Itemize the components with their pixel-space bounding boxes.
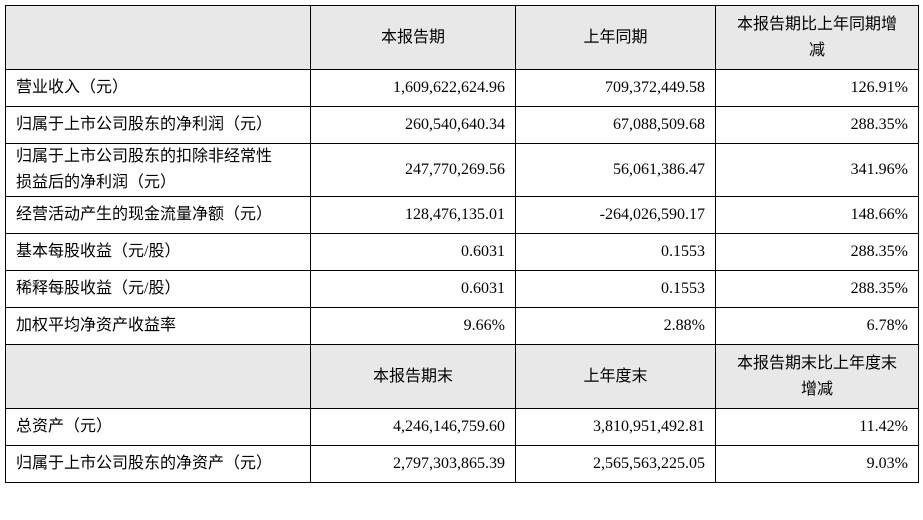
value-cell: 11.42% — [715, 408, 919, 446]
value-cell: 67,088,509.68 — [515, 106, 716, 144]
header-cell: 本报告期末比上年度末增减 — [715, 344, 919, 409]
header-row: 本报告期 上年同期 本报告期比上年同期增减 — [5, 5, 919, 70]
header-cell — [5, 344, 311, 409]
data-row: 加权平均净资产收益率 9.66% 2.88% 6.78% — [5, 307, 919, 345]
value-cell: 2.88% — [515, 307, 716, 345]
data-row: 经营活动产生的现金流量净额（元） 128,476,135.01 -264,026,5… — [5, 196, 919, 234]
data-row: 归属于上市公司股东的扣除非经常性损益后的净利润（元） 247,770,269.56… — [5, 143, 919, 197]
value-cell: 2,797,303,865.39 — [310, 445, 516, 483]
header-cell: 本报告期 — [310, 5, 516, 70]
value-cell: 709,372,449.58 — [515, 69, 716, 107]
header-cell: 本报告期比上年同期增减 — [715, 5, 919, 70]
value-cell: -264,026,590.17 — [515, 196, 716, 234]
row-label: 加权平均净资产收益率 — [5, 307, 311, 345]
value-cell: 288.35% — [715, 106, 919, 144]
value-cell: 0.6031 — [310, 233, 516, 271]
table-body: 本报告期 上年同期 本报告期比上年同期增减 营业收入（元） 1,609,622,624.… — [5, 5, 919, 483]
financial-table: 本报告期 上年同期 本报告期比上年同期增减 营业收入（元） 1,609,622,624.… — [5, 5, 919, 483]
row-label: 总资产（元） — [5, 408, 311, 446]
value-cell: 260,540,640.34 — [310, 106, 516, 144]
value-cell: 247,770,269.56 — [310, 143, 516, 197]
value-cell: 0.1553 — [515, 270, 716, 308]
value-cell: 56,061,386.47 — [515, 143, 716, 197]
value-cell: 6.78% — [715, 307, 919, 345]
data-row: 稀释每股收益（元/股） 0.6031 0.1553 288.35% — [5, 270, 919, 308]
data-row: 总资产（元） 4,246,146,759.60 3,810,951,492.81 11… — [5, 408, 919, 446]
data-row: 归属于上市公司股东的净利润（元） 260,540,640.34 67,088,509… — [5, 106, 919, 144]
row-label: 营业收入（元） — [5, 69, 311, 107]
header-cell: 上年度末 — [515, 344, 716, 409]
header-cell: 本报告期末 — [310, 344, 516, 409]
row-label: 基本每股收益（元/股） — [5, 233, 311, 271]
row-label: 稀释每股收益（元/股） — [5, 270, 311, 308]
row-label: 归属于上市公司股东的扣除非经常性损益后的净利润（元） — [5, 143, 311, 197]
header-cell: 上年同期 — [515, 5, 716, 70]
row-label: 经营活动产生的现金流量净额（元） — [5, 196, 311, 234]
value-cell: 9.03% — [715, 445, 919, 483]
row-label: 归属于上市公司股东的净资产（元） — [5, 445, 311, 483]
value-cell: 126.91% — [715, 69, 919, 107]
value-cell: 0.1553 — [515, 233, 716, 271]
row-label: 归属于上市公司股东的净利润（元） — [5, 106, 311, 144]
value-cell: 1,609,622,624.96 — [310, 69, 516, 107]
value-cell: 2,565,563,225.05 — [515, 445, 716, 483]
value-cell: 9.66% — [310, 307, 516, 345]
data-row: 基本每股收益（元/股） 0.6031 0.1553 288.35% — [5, 233, 919, 271]
value-cell: 4,246,146,759.60 — [310, 408, 516, 446]
header-row: 本报告期末 上年度末 本报告期末比上年度末增减 — [5, 344, 919, 409]
value-cell: 341.96% — [715, 143, 919, 197]
value-cell: 0.6031 — [310, 270, 516, 308]
value-cell: 288.35% — [715, 270, 919, 308]
value-cell: 288.35% — [715, 233, 919, 271]
value-cell: 128,476,135.01 — [310, 196, 516, 234]
value-cell: 148.66% — [715, 196, 919, 234]
header-cell — [5, 5, 311, 70]
value-cell: 3,810,951,492.81 — [515, 408, 716, 446]
data-row: 营业收入（元） 1,609,622,624.96 709,372,449.58 126… — [5, 69, 919, 107]
data-row: 归属于上市公司股东的净资产（元） 2,797,303,865.39 2,565,56… — [5, 445, 919, 483]
